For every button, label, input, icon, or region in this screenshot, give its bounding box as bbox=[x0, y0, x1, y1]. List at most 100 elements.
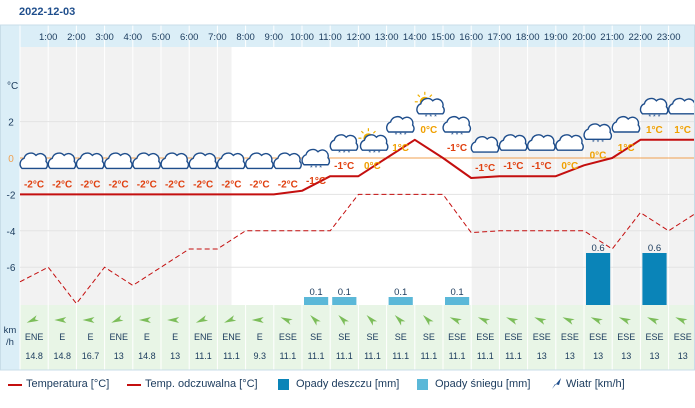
wind-speed: 11.1 bbox=[477, 351, 494, 361]
wind-speed: 13 bbox=[678, 351, 688, 361]
precip-label: 0.6 bbox=[648, 243, 661, 254]
legend-rain-swatch bbox=[278, 379, 289, 390]
wind-arrow-icon bbox=[534, 317, 547, 325]
wind-direction: ENE bbox=[194, 332, 213, 342]
wind-arrow-icon bbox=[477, 317, 491, 325]
hour-label: 16:00 bbox=[459, 32, 483, 43]
hour-label: 23:00 bbox=[657, 32, 681, 43]
temp-label: 1°C bbox=[392, 143, 409, 154]
wind-direction: ESE bbox=[589, 332, 607, 342]
cloud-snow-icon: * * * bbox=[639, 97, 669, 121]
y-axis-unit: °C bbox=[7, 81, 18, 92]
cloud-icon bbox=[132, 152, 161, 170]
temp-label: -2°C bbox=[109, 179, 129, 190]
wind-speed: 11.1 bbox=[449, 351, 466, 361]
wind-direction: SE bbox=[366, 332, 378, 342]
legend-wind-label: Wiatr [km/h] bbox=[566, 378, 625, 390]
hour-label: 1:00 bbox=[39, 32, 58, 43]
wind-arrow-icon bbox=[647, 317, 660, 325]
temp-label: -1°C bbox=[447, 143, 467, 154]
cloud-icon bbox=[216, 152, 246, 170]
date-label: 2022-12-03 bbox=[19, 6, 76, 18]
temp-label: -2°C bbox=[80, 179, 100, 190]
wind-arrow-icon bbox=[394, 315, 406, 326]
cloud-icon bbox=[47, 152, 77, 170]
temp-label: -2°C bbox=[137, 179, 157, 190]
wind-direction: SE bbox=[310, 332, 322, 342]
hour-label: 5:00 bbox=[152, 32, 171, 43]
wind-arrow-icon bbox=[26, 315, 39, 323]
precip-label: 0.1 bbox=[338, 287, 351, 298]
wind-speed: 11.1 bbox=[223, 351, 240, 361]
temp-label: -2°C bbox=[24, 179, 44, 190]
cloud-icon bbox=[104, 152, 133, 170]
temperature-line bbox=[20, 138, 695, 196]
wind-arrow-icon bbox=[449, 317, 462, 325]
y-tick-label: -2 bbox=[7, 190, 16, 201]
hour-label: 17:00 bbox=[488, 32, 512, 43]
wind-arrow-icon bbox=[562, 317, 575, 325]
temp-label: 0°C bbox=[420, 125, 437, 136]
precip-bar bbox=[304, 297, 329, 305]
temp-label: 0°C bbox=[561, 161, 578, 172]
wind-direction: E bbox=[172, 332, 178, 342]
temp-label: -1°C bbox=[532, 161, 552, 172]
night-band-morning bbox=[20, 47, 232, 305]
hour-label: 2:00 bbox=[67, 32, 86, 43]
wind-speed: 13 bbox=[170, 351, 180, 361]
wind-arrow-icon bbox=[338, 315, 349, 326]
wind-speed: 11.1 bbox=[308, 351, 325, 361]
legend-wind-icon bbox=[552, 378, 561, 389]
hour-label: 20:00 bbox=[572, 32, 596, 43]
wind-arrow-icon bbox=[224, 315, 237, 323]
wind-speed: 13 bbox=[649, 351, 659, 361]
hour-label: 15:00 bbox=[431, 32, 455, 43]
cloud-snow-icon: * * * bbox=[442, 116, 472, 139]
y-tick-label: 0 bbox=[8, 154, 14, 165]
temp-label: 0°C bbox=[364, 161, 381, 172]
legend-snow-label: Opady śniegu [mm] bbox=[435, 378, 531, 390]
wind-speed: 13 bbox=[537, 351, 547, 361]
y-tick-label: -4 bbox=[7, 227, 16, 238]
cloud-icon bbox=[160, 152, 190, 170]
temp-label: 0°C bbox=[590, 150, 607, 161]
precip-label: 0.1 bbox=[394, 287, 407, 298]
svg-text:* * *: * * * bbox=[395, 132, 407, 139]
hour-label: 11:00 bbox=[319, 32, 342, 43]
wind-speed: 13 bbox=[593, 351, 603, 361]
legend-temperature-label: Temperatura [°C] bbox=[26, 378, 110, 390]
cloud-icon bbox=[470, 136, 500, 153]
hour-label: 12:00 bbox=[347, 32, 371, 43]
cloud-icon bbox=[273, 152, 302, 170]
wind-speed: 11.1 bbox=[505, 351, 522, 361]
wind-speed: 13 bbox=[621, 351, 631, 361]
temp-label: -2°C bbox=[250, 179, 270, 190]
cloud-snow-icon: * * * bbox=[416, 97, 445, 121]
wind-axis-unit: km bbox=[4, 325, 17, 336]
temp-label: 1°C bbox=[618, 143, 635, 154]
temp-label: -1°C bbox=[306, 176, 326, 187]
wind-arrow-icon bbox=[618, 317, 632, 325]
hour-label: 21:00 bbox=[600, 32, 624, 43]
wind-speed: 13 bbox=[565, 351, 575, 361]
cloud-icon bbox=[498, 134, 528, 151]
wind-direction: SE bbox=[338, 332, 350, 342]
precip-label: 0.6 bbox=[591, 243, 604, 254]
wind-arrow-icon bbox=[251, 317, 264, 323]
wind-arrow-icon bbox=[138, 317, 151, 323]
wind-direction: ESE bbox=[279, 332, 297, 342]
precip-bar bbox=[332, 297, 357, 305]
y-tick-label: -6 bbox=[7, 263, 16, 274]
wind-direction: ESE bbox=[674, 332, 692, 342]
hour-label: 10:00 bbox=[290, 32, 314, 43]
wind-direction: ESE bbox=[645, 332, 663, 342]
wind-arrow-icon bbox=[675, 317, 688, 325]
wind-arrow-icon bbox=[280, 317, 293, 325]
temp-label: 1°C bbox=[674, 125, 691, 136]
svg-text:* * *: * * * bbox=[451, 132, 463, 139]
hour-label: 13:00 bbox=[375, 32, 399, 43]
wind-speed: 11.1 bbox=[420, 351, 437, 361]
wind-arrow-icon bbox=[167, 317, 180, 323]
cloud-snow-icon: * * * bbox=[359, 134, 389, 157]
y-tick-label: 2 bbox=[8, 118, 14, 129]
